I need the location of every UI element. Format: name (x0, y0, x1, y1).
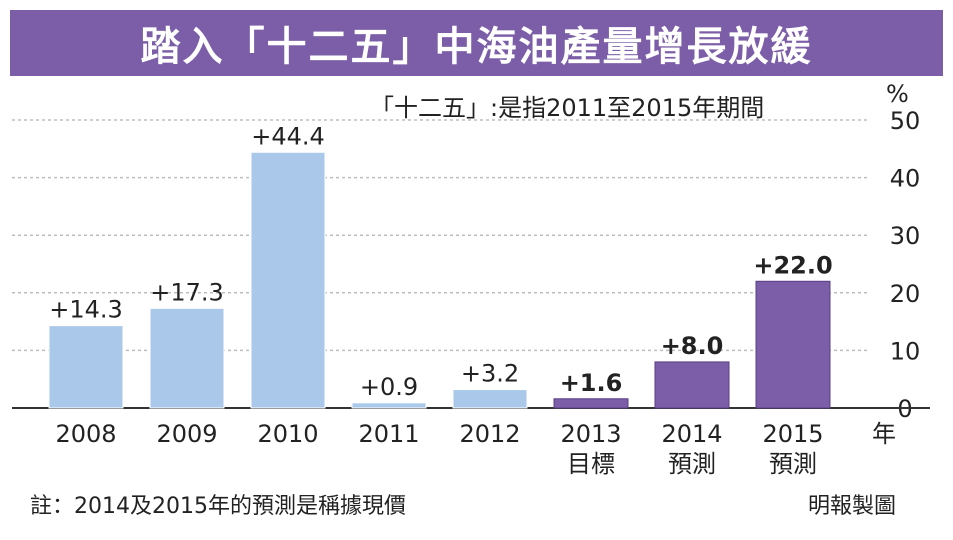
y-tick-label: 10 (890, 337, 921, 365)
x-tick-label-2011: 2011 (358, 420, 419, 448)
bar-2015 (755, 280, 831, 409)
title-banner: 踏入「十二五」中海油產量增長放緩 (10, 10, 943, 76)
y-tick-label: 30 (890, 222, 921, 250)
x-sublabel-2013: 目標 (567, 450, 615, 478)
bar-2011 (351, 402, 427, 409)
chart-subtitle: 「十二五」:是指2011至2015年期間 (370, 94, 765, 122)
value-label-2011: +0.9 (360, 373, 418, 401)
x-tick-label-2014: 2014 (661, 420, 722, 448)
y-tick-label: 20 (890, 280, 921, 308)
bar-2012 (452, 389, 528, 409)
x-axis-unit: 年 (872, 420, 896, 448)
y-axis-unit: % (886, 80, 909, 108)
bar-2013 (553, 398, 629, 409)
value-label-2010: +44.4 (251, 122, 325, 150)
x-tick-label-2010: 2010 (257, 420, 318, 448)
bar-2009 (149, 307, 225, 409)
credit: 明報製圖 (808, 494, 897, 519)
value-label-2009: +17.3 (150, 278, 224, 306)
y-tick-label: 50 (890, 107, 921, 135)
bar-2008 (48, 325, 124, 409)
x-tick-label-2009: 2009 (156, 420, 217, 448)
y-tick-label: 40 (890, 165, 921, 193)
x-tick-label-2013: 2013 (560, 420, 621, 448)
value-label-2013: +1.6 (560, 369, 623, 397)
x-sublabel-2015: 預測 (769, 450, 817, 478)
bar-2014 (654, 361, 730, 409)
x-tick-label-2008: 2008 (55, 420, 116, 448)
x-tick-label-2012: 2012 (459, 420, 520, 448)
x-tick-label-2015: 2015 (762, 420, 823, 448)
footnote: 註：2014及2015年的預測是稱據現價 (30, 494, 406, 519)
value-label-2014: +8.0 (661, 332, 724, 360)
value-label-2012: +3.2 (461, 360, 519, 388)
value-label-2008: +14.3 (49, 296, 123, 324)
x-sublabel-2014: 預測 (668, 450, 716, 478)
value-label-2015: +22.0 (753, 251, 832, 279)
chart-title: 踏入「十二五」中海油產量增長放緩 (140, 24, 813, 70)
bar-2010 (250, 151, 326, 409)
